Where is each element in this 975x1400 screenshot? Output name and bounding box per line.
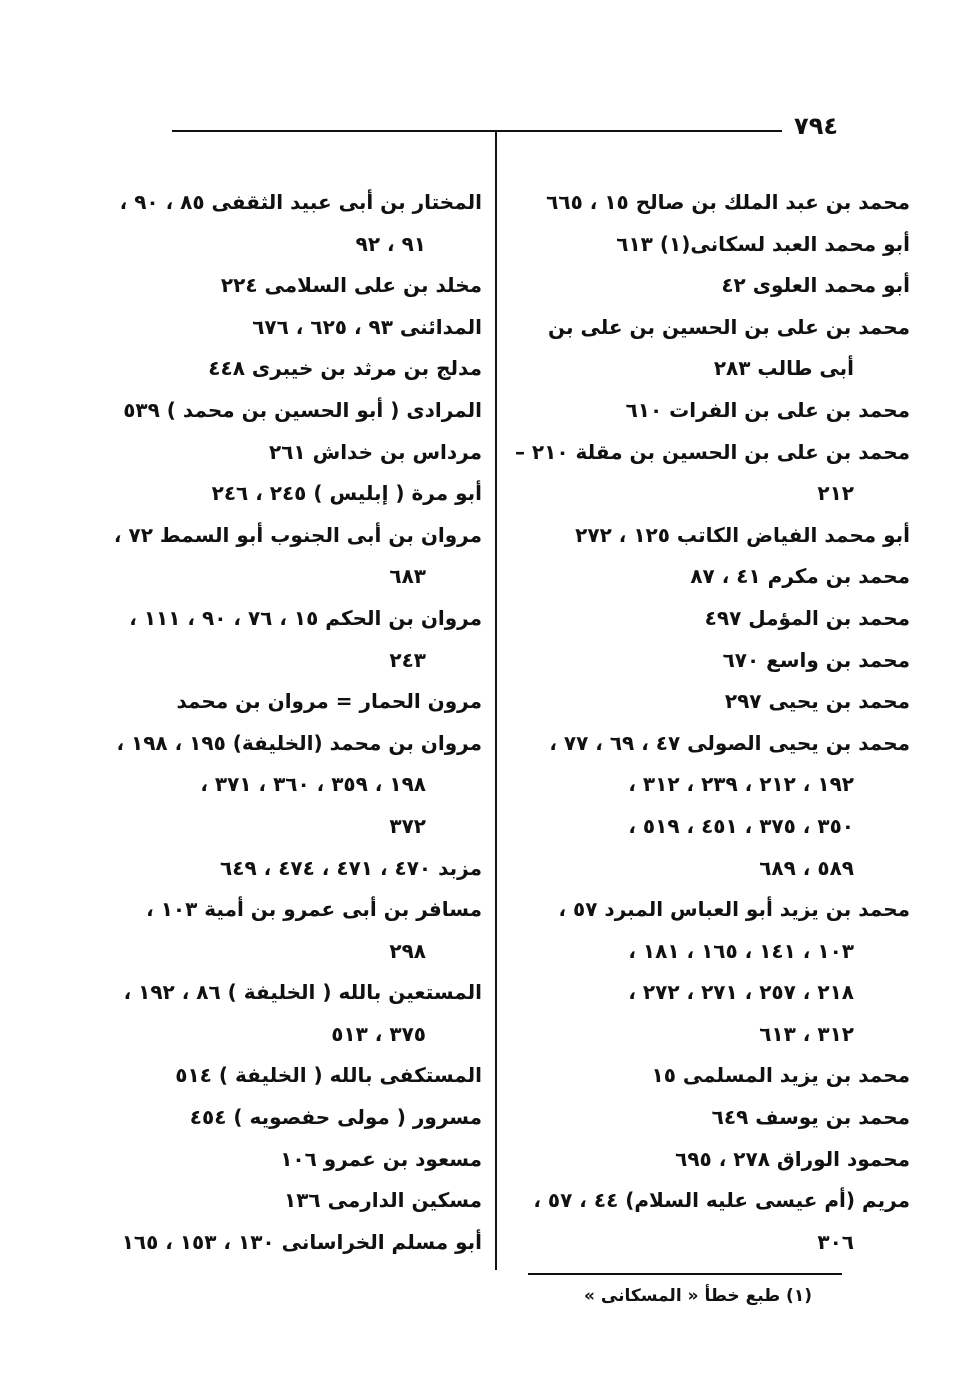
entry-line: المدائنى ٩٣ ، ٦٢٥ ، ٦٧٦	[252, 314, 482, 339]
index-entry: مسرور ( مولى حفصويه ) ٤٥٤	[12, 1097, 482, 1139]
entry-continuation-line: ٣٧٥ ، ٥١٣	[331, 1021, 426, 1046]
index-entry: أبو مسلم الخراسانى ١٣٠ ، ١٥٣ ، ١٦٥	[12, 1222, 482, 1264]
index-entry: المستعين بالله ( الخليفة ) ٨٦ ، ١٩٢ ، ٣٧٥…	[12, 972, 482, 1055]
index-entry: أبو محمد الفياض الكاتب ١٢٥ ، ٢٧٢	[506, 515, 910, 557]
entry-continuation-line: ١٩٢ ، ٢١٢ ، ٢٣٩ ، ٣١٢ ،	[628, 772, 854, 797]
entry-continuation-line: ٣٧٢	[389, 813, 426, 838]
index-entry: محمد بن يحيى الصولى ٤٧ ، ٦٩ ، ٧٧ ، ١٩٢ ، …	[506, 723, 910, 889]
entry-line: مرداس بن خداش ٢٦١	[269, 439, 482, 464]
index-entry: مسكين الدارمى ١٣٦	[12, 1180, 482, 1222]
index-entry: محمد بن يزيد المسلمى ١٥	[506, 1055, 910, 1097]
column-divider	[495, 130, 497, 1270]
index-entry: محمد بن مكرم ٤١ ، ٨٧	[506, 556, 910, 598]
index-entry: محمد بن المؤمل ٤٩٧	[506, 598, 910, 640]
entry-continuation-line: ١٩٨ ، ٣٥٩ ، ٣٦٠ ، ٣٧١ ،	[200, 772, 426, 797]
index-entry: محمد بن يزيد أبو العباس المبرد ٥٧ ، ١٠٣ ،…	[506, 889, 910, 1055]
entry-line: محمد بن يوسف ٦٤٩	[711, 1105, 910, 1130]
index-entry: أبو مرة ( إبليس ) ٢٤٥ ، ٢٤٦	[12, 473, 482, 515]
page-number: ٧٩٤	[794, 112, 838, 140]
index-entry: المستكفى بالله ( الخليفة ) ٥١٤	[12, 1055, 482, 1097]
entry-continuation-line: ٩١ ، ٩٢	[355, 231, 426, 256]
entry-line: مدلج بن مرثد بن خيبرى ٤٤٨	[208, 356, 482, 381]
entry-line: محمد بن يزيد المسلمى ١٥	[651, 1063, 910, 1088]
entry-line: محمد بن عبد الملك بن صالح ١٥ ، ٦٦٥	[546, 190, 910, 214]
entry-line: محمد بن على بن الفرات ٦١٠	[625, 397, 910, 422]
entry-line: مرون الحمار = مروان بن محمد	[176, 689, 482, 714]
index-entry: مسعود بن عمرو ١٠٦	[12, 1139, 482, 1181]
entry-line: أبو محمد العلوى ٤٢	[721, 273, 910, 298]
footnote: (١) طبع خطأ « المسكانى »	[583, 1286, 812, 1306]
entry-line: أبو مسلم الخراسانى ١٣٠ ، ١٥٣ ، ١٦٥	[121, 1229, 482, 1254]
entry-continuation-line: ٣٥٠ ، ٣٧٥ ، ٤٥١ ، ٥١٩ ،	[628, 813, 854, 838]
index-entry: أبو محمد العلوى ٤٢	[506, 265, 910, 307]
entry-line: المرادى ( أبو الحسين بن محمد ) ٥٣٩	[123, 397, 482, 422]
entry-line: محمد بن يحيى ٢٩٧	[724, 689, 910, 714]
entry-continuation-line: أبى طالب ٢٨٣	[713, 356, 854, 381]
entry-line: محمد بن المؤمل ٤٩٧	[704, 605, 910, 630]
entry-line: محمد بن يحيى الصولى ٤٧ ، ٦٩ ، ٧٧ ،	[549, 730, 910, 755]
index-entry: مريم (أم عيسى عليه السلام) ٤٤ ، ٥٧ ، ٣٠٦	[506, 1180, 910, 1263]
footnote-rule	[528, 1273, 842, 1275]
index-entry: مزبد ٤٧٠ ، ٤٧١ ، ٤٧٤ ، ٦٤٩	[12, 848, 482, 890]
entry-line: مزبد ٤٧٠ ، ٤٧١ ، ٤٧٤ ، ٦٤٩	[220, 855, 482, 880]
index-column-right: محمد بن عبد الملك بن صالح ١٥ ، ٦٦٥ أبو مح…	[506, 182, 910, 1263]
index-entry: مخلد بن على السلامى ٢٢٤	[12, 265, 482, 307]
index-entry: المدائنى ٩٣ ، ٦٢٥ ، ٦٧٦	[12, 307, 482, 349]
index-entry: محمد بن على بن الفرات ٦١٠	[506, 390, 910, 432]
index-entry: المختار بن أبى عبيد الثقفى ٨٥ ، ٩٠ ، ٩١ ،…	[12, 182, 482, 265]
entry-line: محمد بن يزيد أبو العباس المبرد ٥٧ ،	[558, 897, 910, 922]
entry-line: أبو محمد الفياض الكاتب ١٢٥ ، ٢٧٢	[575, 522, 910, 547]
entry-continuation-line: ٢٤٣	[389, 647, 426, 672]
index-entry: مروان بن أبى الجنوب أبو السمط ٧٢ ، ٦٨٣	[12, 515, 482, 598]
index-entry: محمد بن على بن الحسين بن مقلة ٢١٠ – ٢١٢	[506, 432, 910, 515]
entry-line: المختار بن أبى عبيد الثقفى ٨٥ ، ٩٠ ،	[119, 190, 482, 214]
entry-continuation-line: ٥٨٩ ، ٦٨٩	[759, 855, 854, 880]
index-entry: مسافر بن أبى عمرو بن أمية ١٠٣ ، ٢٩٨	[12, 889, 482, 972]
entry-line: محمود الوراق ٢٧٨ ، ٦٩٥	[675, 1146, 910, 1171]
entry-line: مروان بن أبى الجنوب أبو السمط ٧٢ ،	[113, 522, 482, 547]
index-entry: المرادى ( أبو الحسين بن محمد ) ٥٣٩	[12, 390, 482, 432]
entry-line: أبو مرة ( إبليس ) ٢٤٥ ، ٢٤٦	[211, 481, 482, 506]
entry-continuation-line: ٣١٢ ، ٦١٣	[759, 1021, 854, 1046]
entry-line: محمد بن على بن الحسين بن مقلة ٢١٠ –	[514, 439, 910, 464]
entry-line: المستعين بالله ( الخليفة ) ٨٦ ، ١٩٢ ،	[123, 980, 482, 1005]
index-entry: مروان بن الحكم ١٥ ، ٧٦ ، ٩٠ ، ١١١ ، ٢٤٣	[12, 598, 482, 681]
index-entry: مرون الحمار = مروان بن محمد	[12, 681, 482, 723]
entry-line: المستكفى بالله ( الخليفة ) ٥١٤	[175, 1063, 482, 1088]
entry-line: مروان بن محمد (الخليفة) ١٩٥ ، ١٩٨ ،	[116, 730, 482, 755]
entry-continuation-line: ٢١٢	[817, 481, 854, 506]
index-column-left: المختار بن أبى عبيد الثقفى ٨٥ ، ٩٠ ، ٩١ ،…	[12, 182, 482, 1263]
entry-line: مروان بن الحكم ١٥ ، ٧٦ ، ٩٠ ، ١١١ ،	[129, 605, 482, 630]
entry-continuation-line: ٢١٨ ، ٢٥٧ ، ٢٧١ ، ٢٧٢ ،	[628, 980, 854, 1005]
index-entry: أبو محمد العبد لسكانى(١) ٦١٣	[506, 224, 910, 266]
index-entry: محمد بن يوسف ٦٤٩	[506, 1097, 910, 1139]
entry-line: مريم (أم عيسى عليه السلام) ٤٤ ، ٥٧ ،	[533, 1188, 910, 1213]
index-entry: مرداس بن خداش ٢٦١	[12, 432, 482, 474]
index-entry: محمود الوراق ٢٧٨ ، ٦٩٥	[506, 1139, 910, 1181]
entry-line: مسافر بن أبى عمرو بن أمية ١٠٣ ،	[146, 897, 482, 922]
entry-continuation-line: ٣٠٦	[817, 1229, 854, 1254]
entry-continuation-line: ٦٨٣	[389, 564, 426, 589]
entry-line: مخلد بن على السلامى ٢٢٤	[220, 273, 482, 298]
entry-line: مسكين الدارمى ١٣٦	[284, 1188, 482, 1213]
index-entry: محمد بن واسع ٦٧٠	[506, 640, 910, 682]
index-entry: محمد بن عبد الملك بن صالح ١٥ ، ٦٦٥	[506, 182, 910, 224]
index-entry: مدلج بن مرثد بن خيبرى ٤٤٨	[12, 348, 482, 390]
entry-continuation-line: ١٠٣ ، ١٤١ ، ١٦٥ ، ١٨١ ،	[628, 938, 854, 963]
entry-continuation-line: ٢٩٨	[389, 938, 426, 963]
entry-line: محمد بن على بن الحسين بن على بن	[548, 314, 910, 339]
index-entry: محمد بن يحيى ٢٩٧	[506, 681, 910, 723]
index-entry: محمد بن على بن الحسين بن على بن أبى طالب …	[506, 307, 910, 390]
header-rule	[172, 130, 782, 132]
entry-line: محمد بن مكرم ٤١ ، ٨٧	[690, 564, 910, 589]
entry-line: أبو محمد العبد لسكانى(١) ٦١٣	[616, 231, 910, 256]
entry-line: مسرور ( مولى حفصويه ) ٤٥٤	[189, 1105, 482, 1130]
entry-line: محمد بن واسع ٦٧٠	[722, 647, 910, 672]
index-entry: مروان بن محمد (الخليفة) ١٩٥ ، ١٩٨ ، ١٩٨ ،…	[12, 723, 482, 848]
entry-line: مسعود بن عمرو ١٠٦	[280, 1146, 482, 1171]
